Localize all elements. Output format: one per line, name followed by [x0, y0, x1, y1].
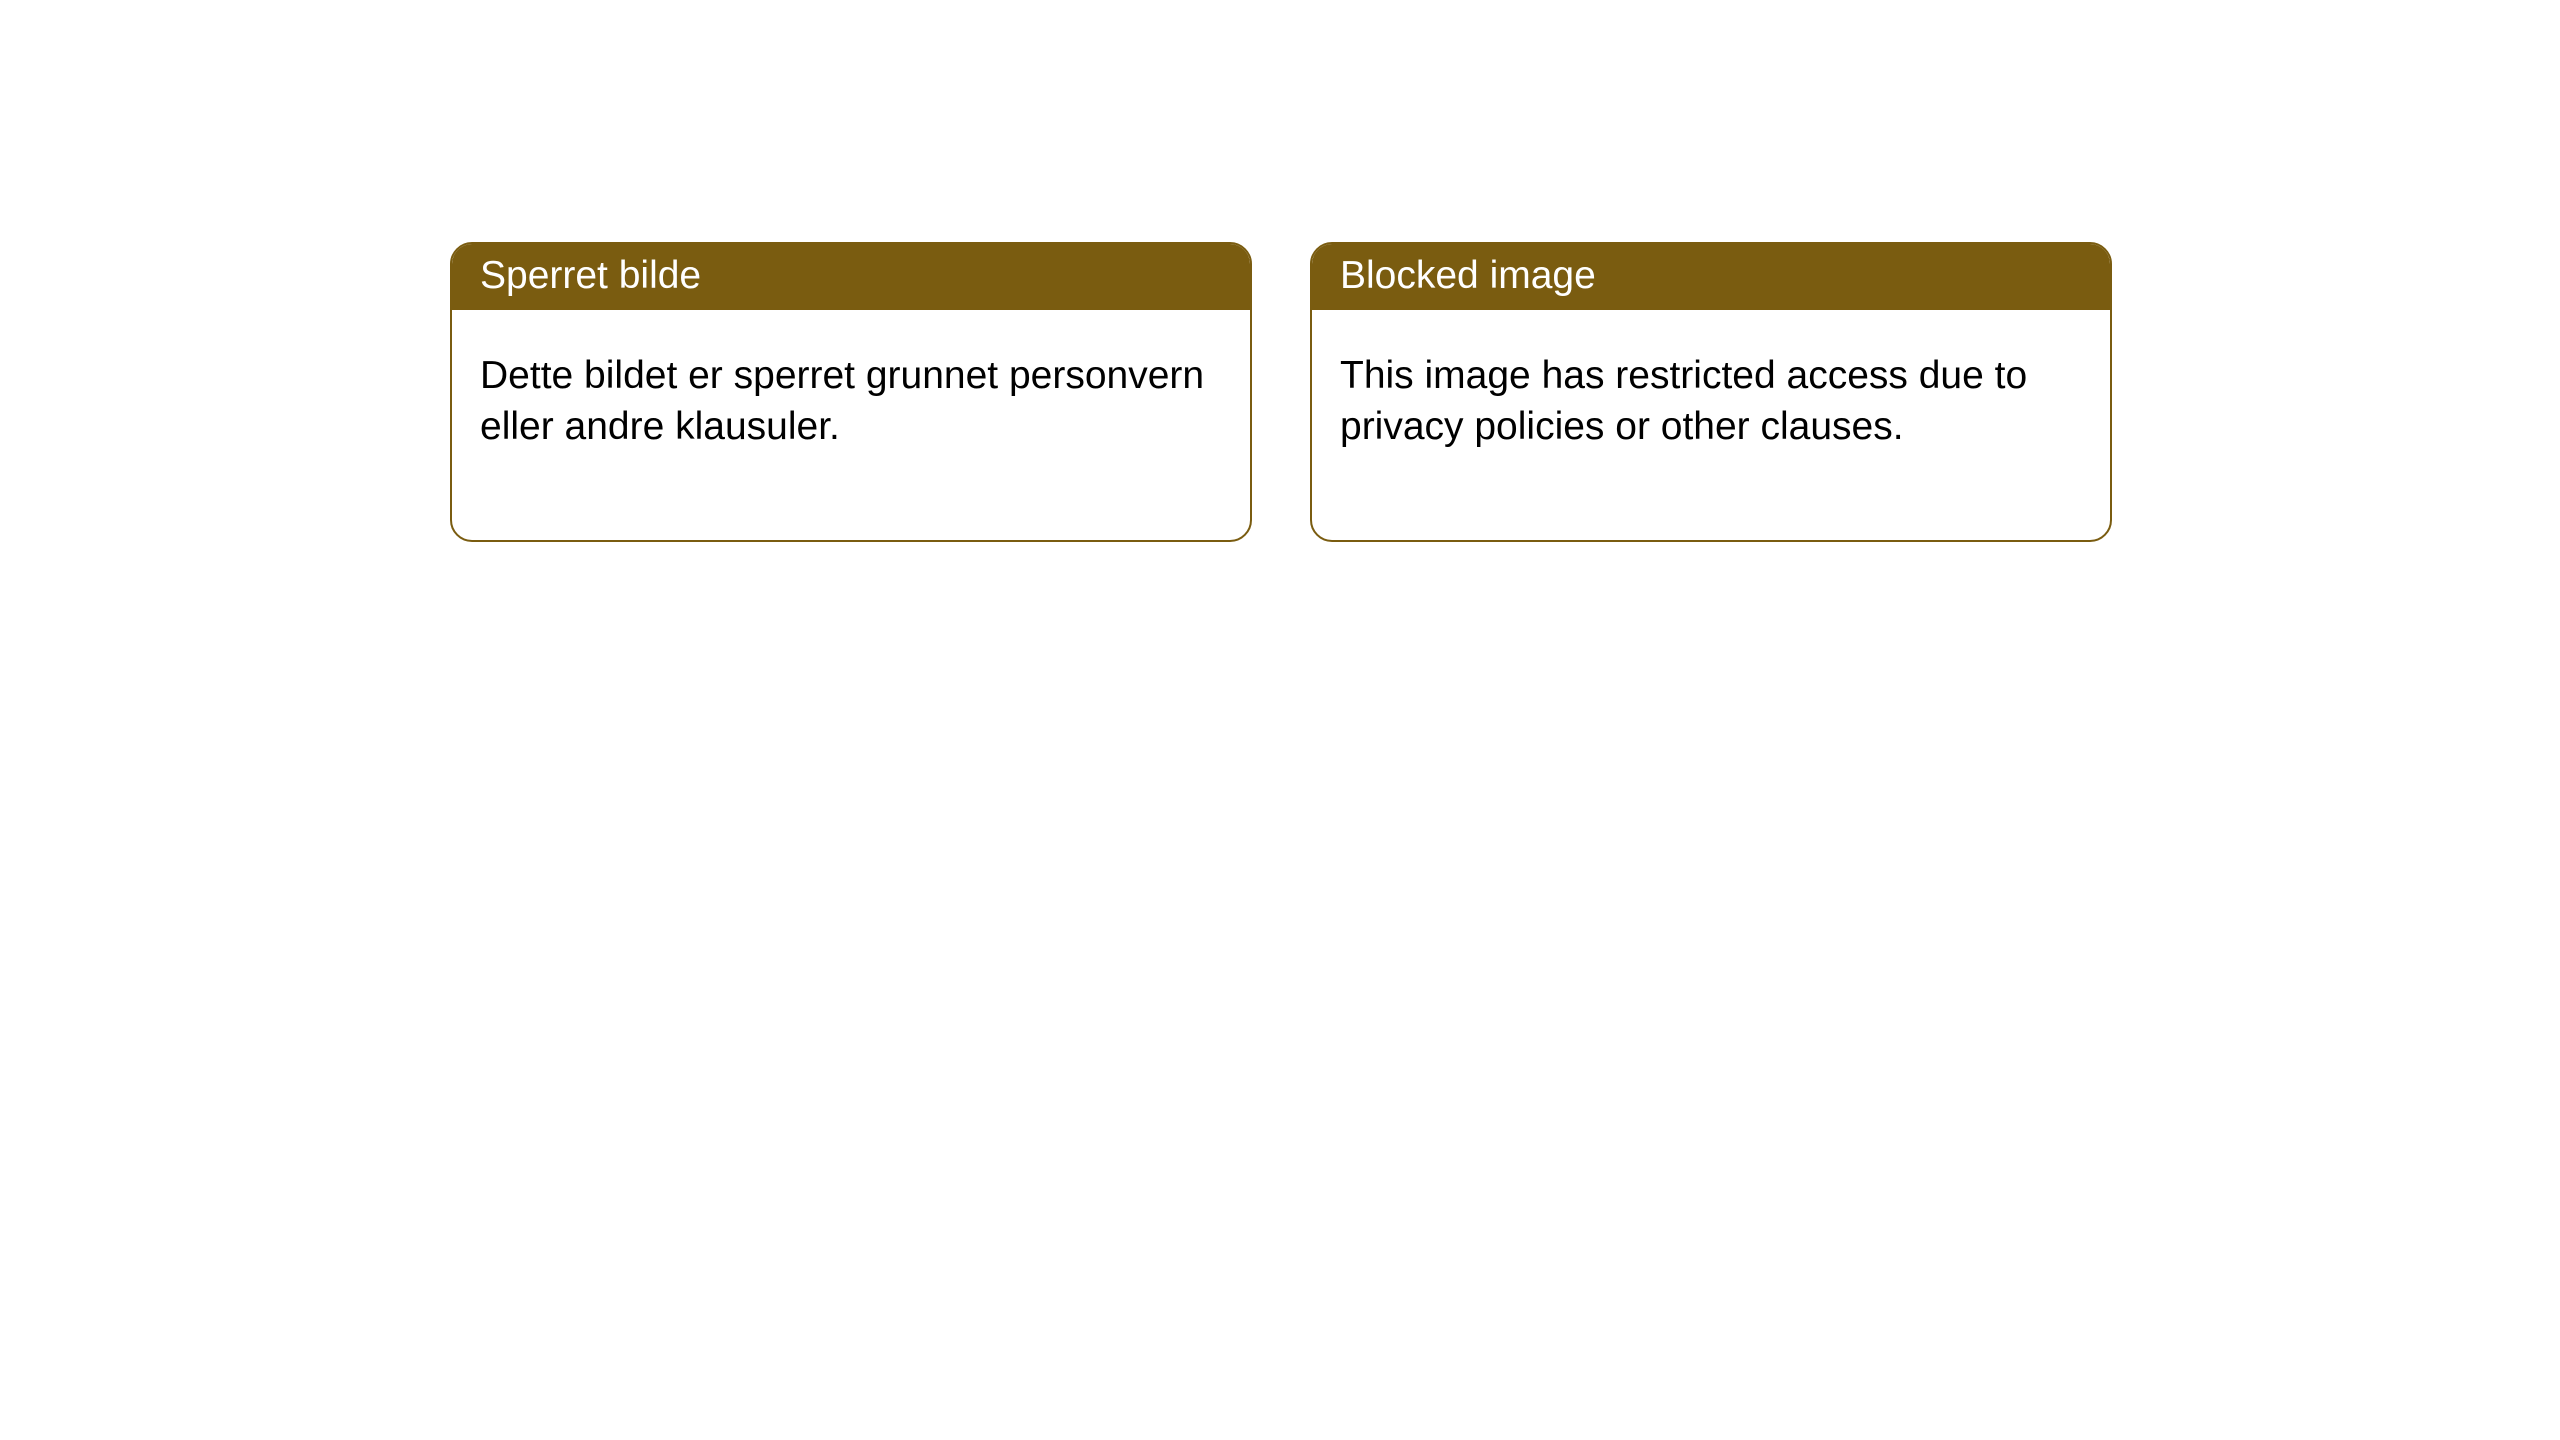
card-message: This image has restricted access due to …	[1340, 354, 2027, 448]
card-message: Dette bildet er sperret grunnet personve…	[480, 354, 1204, 448]
card-header: Sperret bilde	[452, 244, 1250, 310]
card-header: Blocked image	[1312, 244, 2110, 310]
blocked-image-card-norwegian: Sperret bilde Dette bildet er sperret gr…	[450, 242, 1252, 542]
card-body: This image has restricted access due to …	[1312, 310, 2110, 540]
card-body: Dette bildet er sperret grunnet personve…	[452, 310, 1250, 540]
card-title: Sperret bilde	[480, 254, 701, 297]
card-title: Blocked image	[1340, 254, 1596, 297]
cards-container: Sperret bilde Dette bildet er sperret gr…	[0, 0, 2560, 542]
blocked-image-card-english: Blocked image This image has restricted …	[1310, 242, 2112, 542]
